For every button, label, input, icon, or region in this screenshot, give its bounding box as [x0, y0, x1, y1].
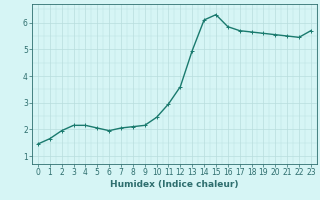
- X-axis label: Humidex (Indice chaleur): Humidex (Indice chaleur): [110, 180, 239, 189]
